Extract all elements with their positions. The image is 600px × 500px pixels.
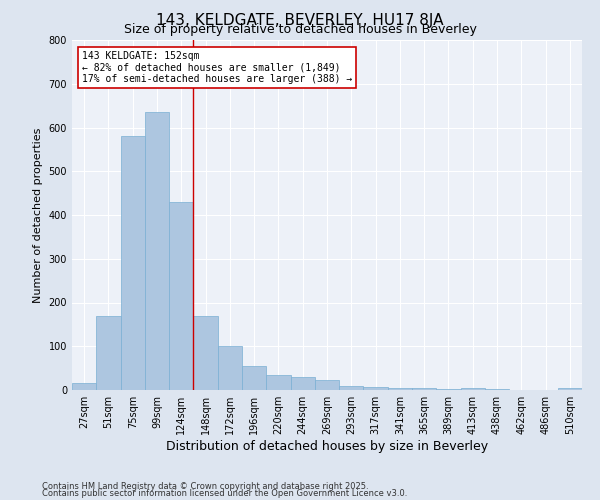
Bar bbox=[218, 346, 242, 390]
Bar bbox=[461, 388, 485, 390]
Bar bbox=[485, 389, 509, 390]
Bar bbox=[121, 136, 145, 390]
Bar bbox=[364, 387, 388, 390]
Bar bbox=[145, 112, 169, 390]
X-axis label: Distribution of detached houses by size in Beverley: Distribution of detached houses by size … bbox=[166, 440, 488, 453]
Bar bbox=[193, 316, 218, 390]
Text: Contains HM Land Registry data © Crown copyright and database right 2025.: Contains HM Land Registry data © Crown c… bbox=[42, 482, 368, 491]
Bar bbox=[169, 202, 193, 390]
Text: 143, KELDGATE, BEVERLEY, HU17 8JA: 143, KELDGATE, BEVERLEY, HU17 8JA bbox=[156, 12, 444, 28]
Bar bbox=[388, 388, 412, 390]
Bar bbox=[266, 374, 290, 390]
Bar bbox=[339, 386, 364, 390]
Bar bbox=[290, 377, 315, 390]
Bar bbox=[315, 380, 339, 390]
Y-axis label: Number of detached properties: Number of detached properties bbox=[33, 128, 43, 302]
Bar bbox=[72, 384, 96, 390]
Text: Contains public sector information licensed under the Open Government Licence v3: Contains public sector information licen… bbox=[42, 490, 407, 498]
Bar bbox=[242, 366, 266, 390]
Bar bbox=[436, 388, 461, 390]
Bar bbox=[558, 388, 582, 390]
Text: Size of property relative to detached houses in Beverley: Size of property relative to detached ho… bbox=[124, 22, 476, 36]
Bar bbox=[96, 316, 121, 390]
Text: 143 KELDGATE: 152sqm
← 82% of detached houses are smaller (1,849)
17% of semi-de: 143 KELDGATE: 152sqm ← 82% of detached h… bbox=[82, 50, 352, 84]
Bar bbox=[412, 388, 436, 390]
